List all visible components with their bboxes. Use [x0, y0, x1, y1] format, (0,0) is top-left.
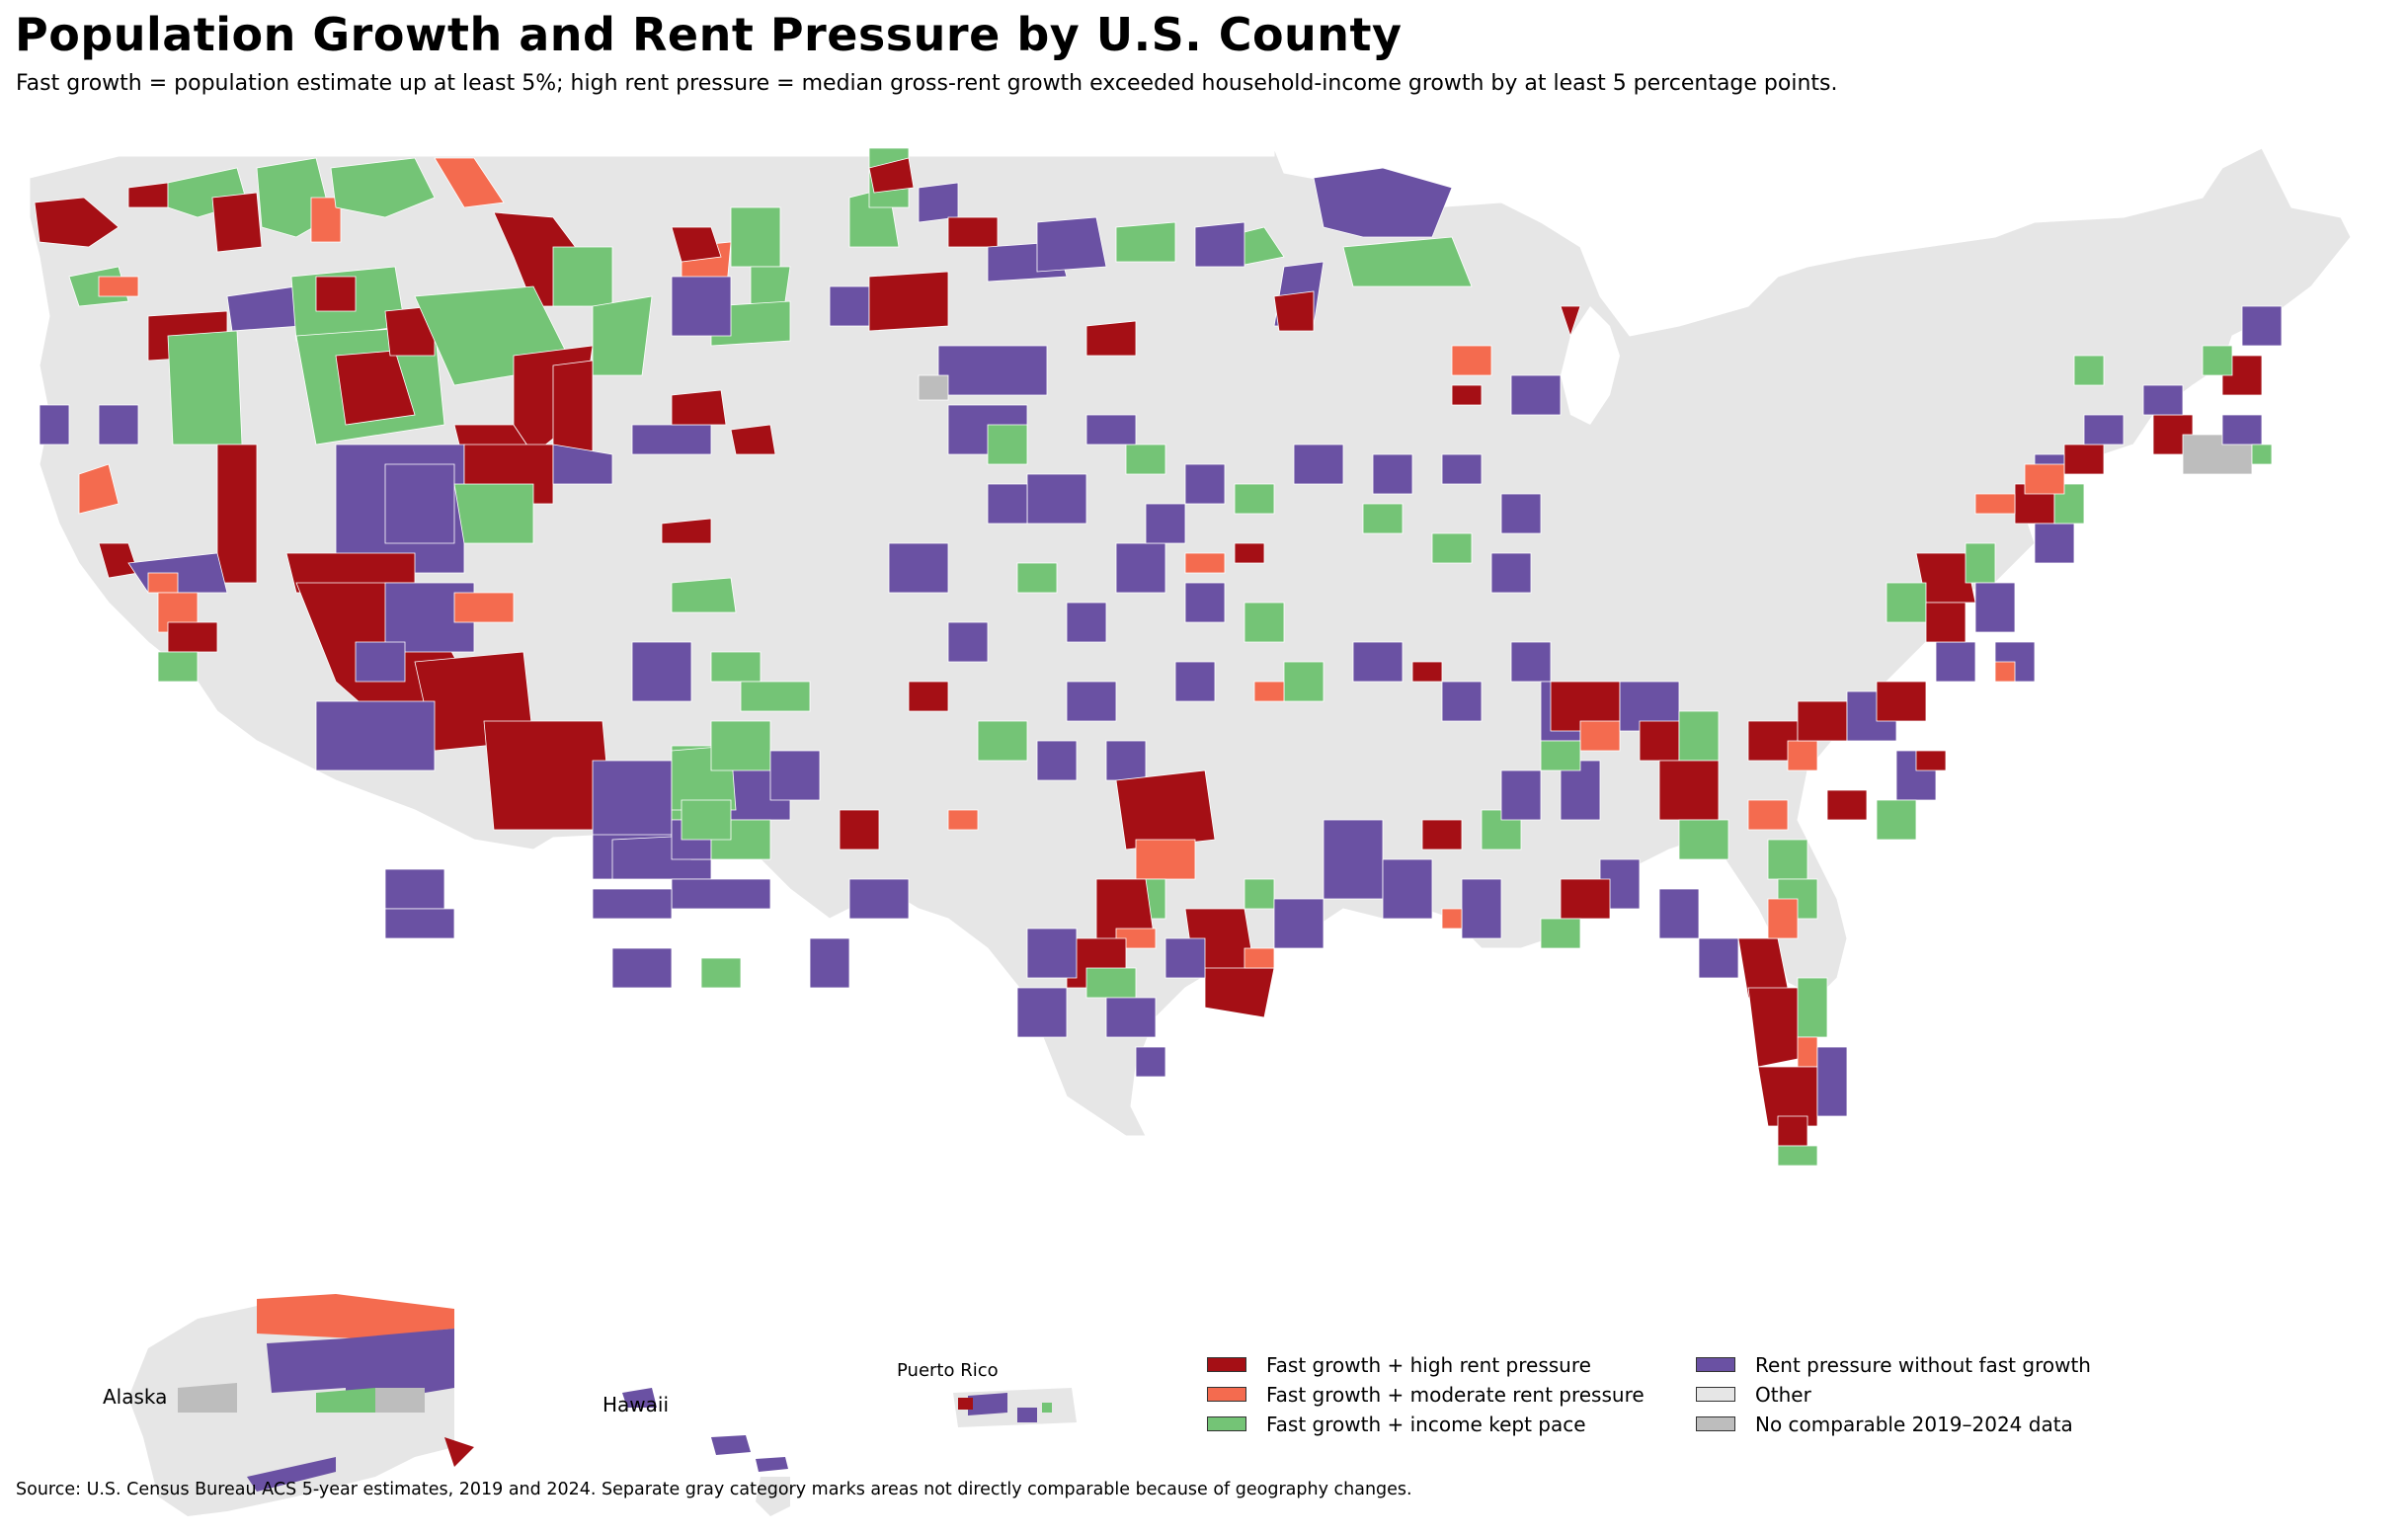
legend-label: Fast growth + moderate rent pressure — [1266, 1382, 1645, 1407]
map-subtitle: Fast growth = population estimate up at … — [16, 71, 1838, 96]
legend-swatch — [1696, 1387, 1735, 1402]
county-map — [0, 128, 2408, 1516]
legend-swatch — [1696, 1357, 1735, 1372]
legend-item-rent-only: Rent pressure without fast growth — [1696, 1352, 2111, 1377]
hawaii-inset — [622, 1388, 790, 1516]
alaska-inset — [128, 1294, 474, 1516]
legend-item-fast-high: Fast growth + high rent pressure — [1207, 1352, 1696, 1377]
legend-swatch — [1207, 1416, 1246, 1431]
map-title: Population Growth and Rent Pressure by U… — [15, 8, 1403, 61]
lake-michigan — [1561, 306, 1620, 425]
source-note: Source: U.S. Census Bureau ACS 5-year es… — [16, 1480, 1412, 1499]
legend-label: Fast growth + income kept pace — [1266, 1412, 1586, 1436]
legend: Fast growth + high rent pressure Rent pr… — [1207, 1352, 2111, 1436]
puerto-rico-label: Puerto Rico — [897, 1360, 999, 1381]
legend-label: Fast growth + high rent pressure — [1266, 1352, 1591, 1377]
legend-label: Other — [1755, 1382, 1811, 1407]
legend-item-fast-moderate: Fast growth + moderate rent pressure — [1207, 1382, 1696, 1407]
legend-label: Rent pressure without fast growth — [1755, 1352, 2091, 1377]
legend-item-fast-income: Fast growth + income kept pace — [1207, 1412, 1696, 1436]
hawaii-label: Hawaii — [602, 1393, 670, 1416]
legend-swatch — [1207, 1387, 1246, 1402]
category-regions — [34, 147, 2283, 1167]
legend-item-no-data: No comparable 2019–2024 data — [1696, 1412, 2111, 1436]
alaska-label: Alaska — [103, 1385, 168, 1409]
legend-label: No comparable 2019–2024 data — [1755, 1412, 2073, 1436]
legend-item-other: Other — [1696, 1382, 2111, 1407]
legend-swatch — [1696, 1416, 1735, 1431]
legend-swatch — [1207, 1357, 1246, 1372]
puerto-rico-inset — [953, 1388, 1077, 1427]
